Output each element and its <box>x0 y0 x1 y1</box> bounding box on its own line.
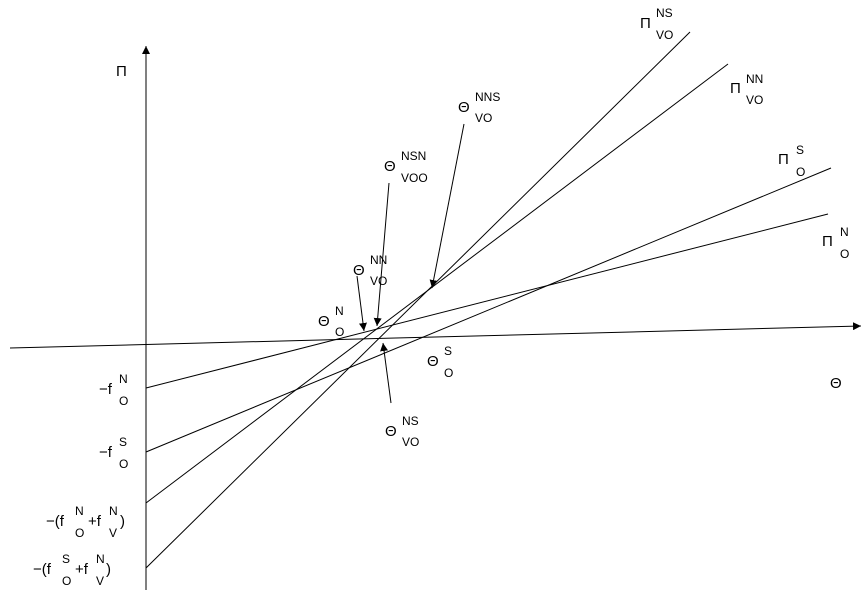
svg-text:O: O <box>75 526 84 540</box>
svg-text:−(f: −(f <box>33 561 52 578</box>
svg-text:VO: VO <box>370 274 387 288</box>
svg-text:V: V <box>109 526 117 540</box>
line-pi-o-n <box>145 213 829 389</box>
label-theta-vo-nn: Θ NN VO <box>353 253 387 288</box>
line-pi-o-s <box>145 167 832 453</box>
svg-text:VO: VO <box>402 435 419 449</box>
label-pi-o-s: Π S O <box>778 143 805 179</box>
svg-text:O: O <box>796 165 805 179</box>
svg-text:−(f: −(f <box>46 513 65 530</box>
svg-text:): ) <box>106 561 111 578</box>
svg-text:VO: VO <box>475 111 492 125</box>
svg-text:S: S <box>444 344 452 358</box>
line-pi-vo-ns <box>145 31 691 569</box>
label-neg-fo-n-plus-fv-n: −(f N O +f N V ) <box>46 504 125 540</box>
svg-text:): ) <box>120 513 125 530</box>
svg-text:Θ: Θ <box>458 99 470 116</box>
label-theta-vo-nns: Θ NNS VO <box>458 90 500 125</box>
label-theta-o-s: Θ S O <box>427 344 453 380</box>
svg-text:O: O <box>62 574 71 588</box>
svg-text:NS: NS <box>656 6 673 20</box>
label-neg-fo-n: −f N O <box>99 372 128 408</box>
x-axis <box>9 322 862 349</box>
arrow-theta-vo-nn <box>356 275 367 332</box>
label-pi-vo-ns: Π NS VO <box>640 6 673 42</box>
label-theta-voo-nsn: Θ NSN VOO <box>384 149 428 185</box>
svg-text:Π: Π <box>822 233 833 250</box>
arrow-theta-vo-ns <box>380 342 392 404</box>
svg-text:O: O <box>335 325 344 339</box>
svg-text:N: N <box>109 504 118 518</box>
svg-text:N: N <box>75 504 84 518</box>
label-pi-o-n: Π N O <box>822 225 849 261</box>
svg-text:O: O <box>444 366 453 380</box>
svg-text:VO: VO <box>656 28 673 42</box>
label-pi-vo-nn: Π NN VO <box>730 72 763 107</box>
svg-text:NN: NN <box>746 72 763 86</box>
svg-text:O: O <box>119 457 128 471</box>
svg-text:O: O <box>840 247 849 261</box>
svg-text:N: N <box>119 372 128 386</box>
arrow-theta-vo-nns <box>429 123 465 289</box>
svg-text:Π: Π <box>640 15 651 32</box>
svg-text:Θ: Θ <box>318 313 330 330</box>
x-axis-label: Θ <box>830 375 842 392</box>
svg-text:+f: +f <box>75 561 89 578</box>
label-neg-fo-s: −f S O <box>99 435 128 471</box>
svg-text:S: S <box>62 552 70 566</box>
svg-text:−f: −f <box>99 444 113 461</box>
arrow-theta-voo-nsn <box>373 182 390 327</box>
svg-text:N: N <box>840 225 849 239</box>
svg-text:NS: NS <box>402 414 419 428</box>
svg-text:NSN: NSN <box>401 149 426 163</box>
svg-text:Θ: Θ <box>384 158 396 175</box>
svg-text:S: S <box>796 143 804 157</box>
svg-text:Π: Π <box>730 80 741 97</box>
svg-text:V: V <box>96 574 104 588</box>
svg-text:+f: +f <box>88 513 102 530</box>
label-theta-vo-ns: Θ NS VO <box>385 414 419 449</box>
svg-text:N: N <box>96 552 105 566</box>
svg-text:VO: VO <box>746 93 763 107</box>
y-axis-label: Π <box>116 63 127 80</box>
svg-text:Θ: Θ <box>427 353 439 370</box>
line-pi-vo-nn <box>145 63 729 504</box>
svg-text:S: S <box>119 435 127 449</box>
svg-text:NNS: NNS <box>475 90 500 104</box>
svg-text:O: O <box>119 394 128 408</box>
svg-text:−f: −f <box>99 381 113 398</box>
svg-text:Θ: Θ <box>353 262 365 279</box>
label-theta-o-n: Θ N O <box>318 304 344 339</box>
svg-text:Θ: Θ <box>385 423 397 440</box>
label-neg-fo-s-plus-fv-n: −(f S O +f N V ) <box>33 552 111 588</box>
svg-text:N: N <box>335 304 344 318</box>
svg-text:Π: Π <box>778 151 789 168</box>
svg-text:VOO: VOO <box>401 171 428 185</box>
svg-text:NN: NN <box>370 253 387 267</box>
